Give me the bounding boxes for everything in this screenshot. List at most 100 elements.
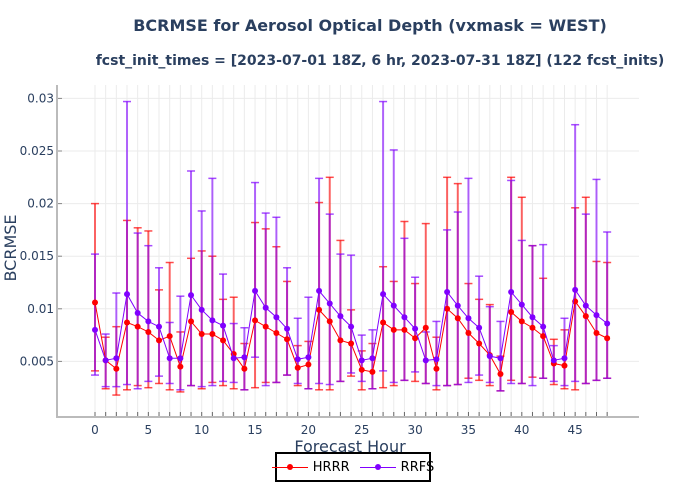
data-point[interactable] [273,314,280,321]
data-point[interactable] [401,314,408,321]
data-point[interactable] [358,366,365,373]
data-point[interactable] [380,291,387,298]
data-point[interactable] [198,331,205,338]
data-point[interactable] [284,336,291,343]
data-point[interactable] [326,318,333,325]
data-point[interactable] [241,354,248,361]
legend-swatch-rrfs [359,461,396,473]
data-point[interactable] [124,319,131,326]
data-point[interactable] [476,324,483,331]
data-point[interactable] [92,326,98,333]
legend-item-hrrr[interactable]: HRRR [271,460,350,475]
data-point[interactable] [284,325,291,332]
data-point[interactable] [593,329,600,336]
data-point[interactable] [273,329,280,336]
data-point[interactable] [497,355,504,362]
data-point[interactable] [561,355,568,362]
data-point[interactable] [316,287,323,294]
data-point[interactable] [92,299,98,306]
data-point[interactable] [454,302,461,309]
data-point[interactable] [305,354,312,361]
data-point[interactable] [337,337,344,344]
data-point[interactable] [145,318,152,325]
data-point[interactable] [540,333,547,340]
data-point[interactable] [550,357,557,364]
data-point[interactable] [348,323,355,330]
data-point[interactable] [337,313,344,320]
data-point[interactable] [113,355,120,362]
data-point[interactable] [540,323,547,330]
data-point[interactable] [572,286,579,293]
data-point[interactable] [390,326,397,333]
data-point[interactable] [518,318,525,325]
data-point[interactable] [380,319,387,326]
data-point[interactable] [262,304,269,311]
data-point[interactable] [422,357,429,364]
data-point[interactable] [262,323,269,330]
data-point[interactable] [390,302,397,309]
data-point[interactable] [593,312,600,319]
data-point[interactable] [241,365,248,372]
data-point[interactable] [177,363,184,370]
data-point[interactable] [486,353,493,360]
data-point[interactable] [102,357,109,364]
data-point[interactable] [348,340,355,347]
data-point[interactable] [582,302,589,309]
data-point[interactable] [422,324,429,331]
data-point[interactable] [369,368,376,375]
data-point[interactable] [582,313,589,320]
data-point[interactable] [252,287,259,294]
x-tick-label: 0 [91,423,99,437]
data-point[interactable] [444,288,451,295]
data-point[interactable] [529,314,536,321]
data-point[interactable] [145,328,152,335]
data-point[interactable] [134,310,141,317]
data-point[interactable] [326,300,333,307]
data-point[interactable] [316,306,323,313]
x-axis-title: Forecast Hour [294,437,406,456]
data-point[interactable] [113,365,120,372]
data-point[interactable] [156,337,163,344]
data-point[interactable] [166,355,173,362]
data-point[interactable] [209,317,216,324]
data-point[interactable] [369,355,376,362]
data-point[interactable] [220,337,227,344]
data-point[interactable] [156,323,163,330]
data-point[interactable] [166,333,173,340]
data-point[interactable] [230,355,237,362]
data-point[interactable] [604,320,611,327]
data-point[interactable] [177,355,184,362]
data-point[interactable] [124,291,131,298]
data-point[interactable] [401,326,408,333]
data-point[interactable] [412,335,419,342]
data-point[interactable] [358,357,365,364]
data-point[interactable] [497,371,504,378]
data-point[interactable] [454,315,461,322]
data-point[interactable] [604,335,611,342]
data-point[interactable] [465,329,472,336]
data-point[interactable] [220,322,227,329]
data-point[interactable] [561,362,568,369]
data-point[interactable] [465,315,472,322]
data-point[interactable] [294,356,301,363]
data-point[interactable] [518,301,525,308]
data-point[interactable] [476,340,483,347]
data-point[interactable] [188,292,195,299]
data-point[interactable] [508,308,515,315]
data-point[interactable] [305,361,312,368]
data-point[interactable] [134,323,141,330]
data-point[interactable] [529,324,536,331]
data-point[interactable] [433,365,440,372]
data-point[interactable] [294,364,301,371]
legend: HRRR RRFS [271,452,434,482]
data-point[interactable] [412,325,419,332]
data-point[interactable] [209,331,216,338]
data-point[interactable] [508,288,515,295]
data-point[interactable] [188,318,195,325]
data-point[interactable] [198,306,205,313]
legend-item-rrfs[interactable]: RRFS [359,460,434,475]
data-point[interactable] [433,356,440,363]
y-axis-ticks: 0.005 0.01 0.015 0.02 0.025 0.03 [20,91,62,368]
data-point[interactable] [252,317,259,324]
data-point[interactable] [444,305,451,312]
